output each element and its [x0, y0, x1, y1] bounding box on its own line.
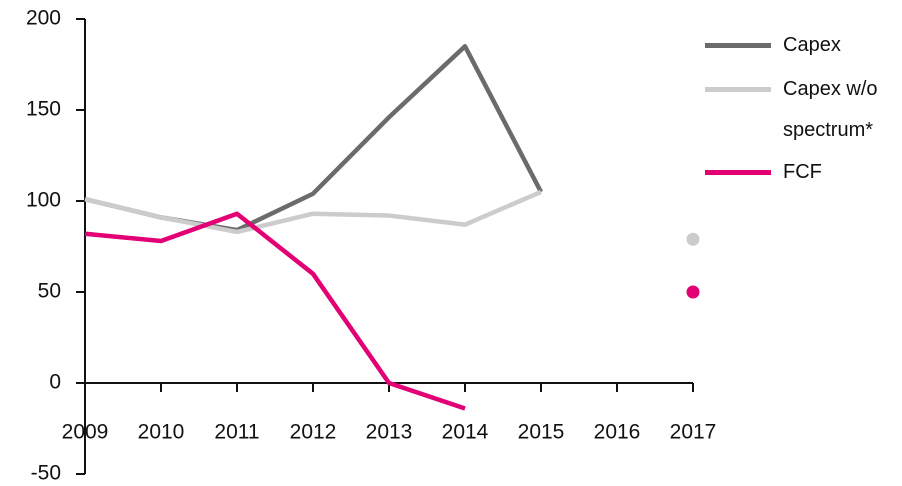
x-tick-label: 2014	[442, 421, 489, 444]
y-tick-label: 50	[38, 280, 61, 303]
point	[686, 285, 700, 299]
legend-label: Capex w/o spectrum*	[783, 78, 878, 141]
x-tick-label: 2017	[670, 421, 717, 444]
x-tick-label: 2009	[62, 421, 109, 444]
y-tick-label: 100	[26, 189, 61, 212]
y-tick-label: -50	[31, 462, 61, 485]
line	[84, 44, 543, 233]
x-tick-label: 2010	[138, 421, 185, 444]
y-tick-label: 200	[26, 7, 61, 30]
x-tick-label: 2015	[518, 421, 565, 444]
line	[84, 189, 542, 235]
y-tick-label: 150	[26, 98, 61, 121]
legend-swatch	[705, 87, 771, 92]
y-tick-label: 0	[49, 371, 61, 394]
legend-swatch	[705, 43, 771, 48]
legend-item: Capex w/o spectrum*	[705, 69, 902, 151]
legend-swatch	[705, 170, 771, 175]
legend-label: Capex	[783, 34, 841, 56]
line	[84, 211, 466, 411]
legend-item: FCF	[705, 152, 902, 193]
point	[686, 232, 700, 246]
x-tick-label: 2016	[594, 421, 641, 444]
x-tick-label: 2011	[214, 421, 259, 444]
legend-item: Capex	[705, 25, 902, 66]
x-tick-label: 2013	[366, 421, 413, 444]
x-tick-label: 2012	[290, 421, 337, 444]
legend-label: FCF	[783, 161, 822, 183]
